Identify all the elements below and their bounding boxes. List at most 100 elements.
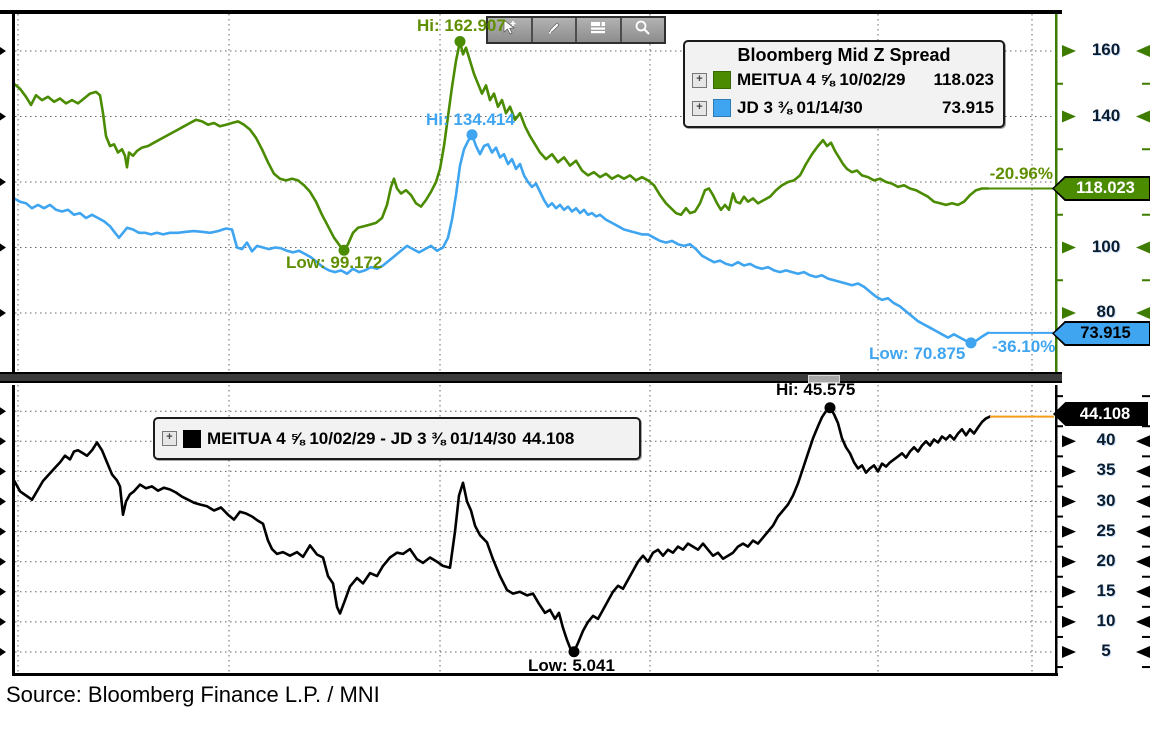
left-edge-tick [0,407,6,416]
top-legend: Bloomberg Mid Z Spread + MEITUA 4 ⅝ 10/0… [683,40,1005,128]
axis-minor-tick [1055,148,1063,151]
axis-arrow-left [1136,465,1150,478]
left-edge-tick [0,309,6,317]
axis-arrow-left [1136,555,1150,568]
meitua-color-swatch [713,71,731,89]
legend-row-meitua[interactable]: + MEITUA 4 ⅝ 10/02/29 118.023 [685,66,1003,94]
spread-hi-label: Hi: 45.575 [776,380,856,399]
y-axis-tick-label: 140 [1091,105,1121,125]
axis-minor-tick [1142,545,1150,548]
axis-arrow-right [1062,495,1076,508]
extreme-marker-dot [454,35,466,47]
axis-arrow-right [1062,45,1076,57]
pencil-icon [546,20,562,41]
axis-minor-tick [1055,575,1063,578]
axis-arrow-right [1062,465,1076,478]
meitua-legend-label: MEITUA 4 ⅝ 10/02/29 [737,70,906,89]
axis-arrow-left [1136,495,1150,508]
axis-arrow-right [1062,241,1076,254]
expand-icon[interactable]: + [162,431,177,446]
left-border-top-panel [12,10,15,373]
axis-arrow-left [1136,525,1150,538]
axis-minor-tick [1142,455,1150,458]
right-axis-line [1055,385,1058,676]
axis-arrow-right [1062,307,1076,319]
axis-minor-tick [1142,213,1150,216]
axis-minor-tick [1055,279,1063,282]
y-axis-tick-label: 100 [1091,236,1121,256]
extreme-marker-dot [338,244,350,256]
expand-icon[interactable]: + [692,100,707,116]
divider-grip-handle[interactable] [808,375,840,383]
axis-minor-tick [1055,635,1063,638]
legend-row-jd[interactable]: + JD 3 ⅜ 01/14/30 73.915 [685,94,1003,122]
axis-arrow-left [1136,585,1150,598]
bottom-border [12,673,1058,676]
axis-minor-tick [1142,82,1150,85]
axis-minor-tick [1055,666,1063,669]
axis-minor-tick [1142,279,1150,282]
y-axis-tick-label: 10 [1096,610,1116,630]
bottom-legend: + MEITUA 4 ⅝ 10/02/29 - JD 3 ⅜ 01/14/30 … [153,417,641,460]
spread-legend-label: MEITUA 4 ⅝ 10/02/29 - JD 3 ⅜ 01/14/30 [207,428,517,448]
jd-color-swatch [713,99,731,117]
spread-low-label: Low: 5.041 [528,656,615,675]
axis-minor-tick [1055,82,1063,85]
axis-minor-tick [1142,148,1150,151]
annotate-tool-button[interactable] [532,18,577,42]
axis-minor-tick [1142,515,1150,518]
axis-arrow-right [1062,435,1076,448]
magnifier-icon [634,19,651,41]
left-edge-tick [0,178,6,186]
legend-row-spread[interactable]: + MEITUA 4 ⅝ 10/02/29 - JD 3 ⅜ 01/14/30 … [155,425,639,453]
axis-arrow-right [1062,585,1076,598]
left-edge-tick [0,497,6,506]
chart-toolbar [486,16,666,44]
axis-minor-tick [1055,515,1063,518]
meitua-hi-label: Hi: 162.907 [417,16,506,35]
left-edge-tick [0,243,6,252]
jd-line [12,133,990,345]
axis-minor-tick [1142,666,1150,669]
zoom-tool-button[interactable] [621,18,664,42]
legend-title: Bloomberg Mid Z Spread [737,45,951,65]
left-edge-tick [0,437,6,446]
pointer-tool-button[interactable] [488,18,533,42]
expand-icon[interactable]: + [692,72,707,88]
jd-legend-value: 73.915 [942,98,994,117]
axis-minor-tick [1055,545,1063,548]
pointer-crosshair-icon [501,19,518,41]
left-edge-tick [0,112,6,121]
spread-legend-value: 44.108 [522,428,575,448]
extreme-marker-dot [824,402,836,414]
right-axis-line [1055,14,1058,373]
meitua-line [12,40,990,252]
axis-arrow-right [1062,615,1076,628]
y-axis-tick-label: 5 [1101,641,1111,660]
meitua-legend-value: 118.023 [933,70,994,89]
panel-divider[interactable] [0,372,1062,383]
meitua-pct-change-label: -20.96% [989,164,1053,183]
axis-minor-tick [1055,213,1063,216]
top-border [0,10,1062,14]
axis-minor-tick [1142,635,1150,638]
y-axis-tick-label: 15 [1096,580,1116,600]
extreme-marker-dot [965,337,977,349]
left-edge-tick [0,557,6,566]
jd-low-label: Low: 70.875 [869,344,966,363]
left-border-bottom-panel [12,385,15,676]
y-axis-tick-label: 80 [1096,302,1116,321]
meitua-low-label: Low: 99.172 [286,253,383,272]
y-axis-tick-label: 160 [1091,40,1121,59]
left-edge-tick [0,648,6,656]
left-edge-tick [0,467,6,476]
left-edge-tick [0,527,6,536]
extreme-marker-dot [466,129,478,141]
axis-arrow-left [1136,615,1150,628]
axis-minor-tick [1142,395,1150,398]
spread-color-swatch [183,429,201,448]
news-tool-button[interactable] [577,18,622,42]
y-axis-tick-label: 25 [1096,520,1116,540]
y-axis-tick-label: 20 [1096,550,1116,570]
